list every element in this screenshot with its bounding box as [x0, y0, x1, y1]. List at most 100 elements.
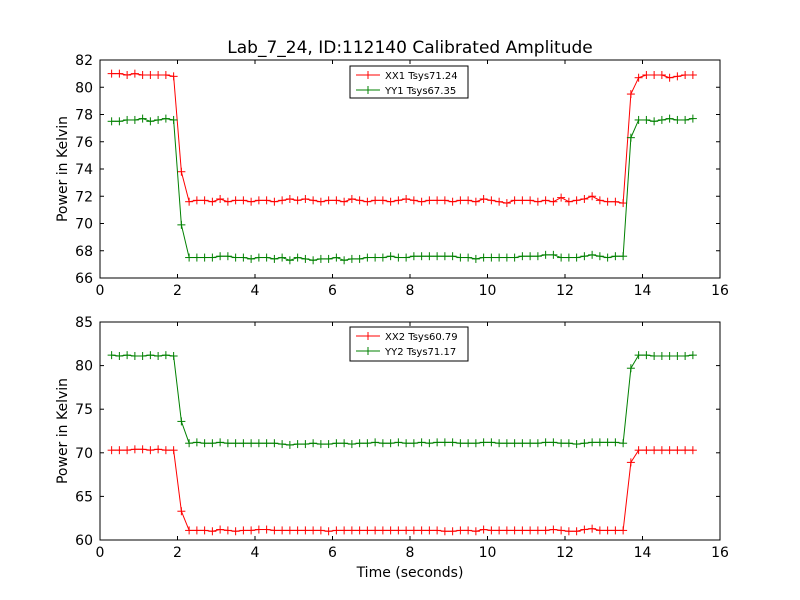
data-point [681, 352, 690, 361]
data-point [270, 439, 279, 448]
data-point [146, 351, 155, 360]
data-point [332, 196, 341, 205]
data-point [580, 439, 589, 448]
data-point [564, 439, 573, 448]
data-point [479, 438, 488, 447]
data-point [588, 192, 597, 201]
data-point [440, 196, 449, 205]
data-point [650, 117, 659, 126]
data-point [270, 526, 279, 535]
x-tick-label: 14 [634, 545, 652, 561]
data-point [107, 117, 116, 126]
data-point [154, 115, 163, 124]
data-point [324, 254, 333, 263]
data-point [688, 70, 697, 79]
data-point [572, 527, 581, 536]
data-point [603, 253, 612, 262]
data-point [208, 197, 217, 206]
data-point [123, 446, 132, 455]
data-point [479, 194, 488, 203]
data-point [355, 526, 364, 535]
data-point [518, 526, 527, 535]
data-point [541, 250, 550, 259]
data-point [673, 446, 682, 455]
data-point [200, 439, 209, 448]
data-point [347, 254, 356, 263]
data-point [433, 438, 442, 447]
x-tick-label: 16 [711, 545, 729, 561]
data-point [107, 446, 116, 455]
data-point [417, 252, 426, 261]
data-point [309, 526, 318, 535]
data-point [487, 526, 496, 535]
data-point [169, 72, 178, 81]
data-point [309, 439, 318, 448]
data-point [657, 70, 666, 79]
data-point [332, 526, 341, 535]
data-point [688, 351, 697, 360]
data-point [185, 439, 194, 448]
data-point [456, 253, 465, 262]
data-point [603, 438, 612, 447]
data-point [448, 252, 457, 261]
data-point [487, 438, 496, 447]
data-point [262, 196, 271, 205]
legend-entry: XX1 Tsys71.24 [356, 71, 458, 82]
data-point [340, 439, 349, 448]
y-axis-label: Power in Kelvin [55, 378, 71, 484]
data-point [347, 526, 356, 535]
data-point [347, 440, 356, 449]
data-point [208, 439, 217, 448]
data-point [673, 352, 682, 361]
data-point [177, 417, 186, 426]
data-point [572, 440, 581, 449]
data-point [518, 252, 527, 261]
data-point [138, 114, 147, 123]
x-tick-label: 6 [328, 283, 337, 299]
data-point [564, 253, 573, 262]
data-point [650, 446, 659, 455]
data-point [619, 199, 628, 208]
data-point [510, 253, 519, 262]
data-point [533, 252, 542, 261]
x-tick-label: 2 [173, 545, 182, 561]
data-point [123, 115, 132, 124]
data-point [200, 526, 209, 535]
data-point [216, 252, 225, 261]
data-point [502, 439, 511, 448]
x-tick-label: 6 [328, 545, 337, 561]
data-point [440, 438, 449, 447]
y-tick-label: 76 [75, 135, 93, 151]
y-tick-label: 85 [75, 315, 93, 331]
data-point [285, 256, 294, 265]
data-point [378, 439, 387, 448]
data-point [371, 196, 380, 205]
data-point [247, 439, 256, 448]
data-point [588, 438, 597, 447]
data-point [231, 527, 240, 536]
data-point [316, 526, 325, 535]
data-point [115, 117, 124, 126]
data-point [216, 438, 225, 447]
y-tick-label: 80 [75, 359, 93, 375]
data-point [154, 445, 163, 454]
data-point [417, 197, 426, 206]
data-point [665, 114, 674, 123]
data-point [425, 439, 434, 448]
x-tick-label: 12 [556, 283, 574, 299]
data-point [123, 70, 132, 79]
data-point [495, 253, 504, 262]
data-point [595, 252, 604, 261]
data-point [425, 196, 434, 205]
x-tick-label: 4 [251, 545, 260, 561]
data-point [634, 115, 643, 124]
data-point [595, 196, 604, 205]
y-tick-label: 78 [75, 108, 93, 124]
data-point [355, 439, 364, 448]
data-point [293, 526, 302, 535]
x-tick-label: 0 [96, 283, 105, 299]
data-point [464, 196, 473, 205]
data-point [324, 527, 333, 536]
data-point [185, 526, 194, 535]
